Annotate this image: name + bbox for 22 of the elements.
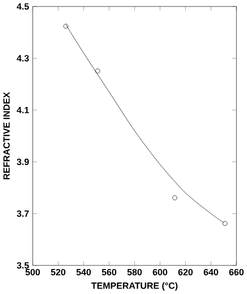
x-tick-label: 500 [25, 268, 40, 276]
point [95, 68, 100, 74]
y-tick-label: 3.5 [16, 262, 29, 269]
y-tick-label: 3.7 [16, 210, 29, 217]
x-tick-label: 560 [102, 268, 116, 276]
x-tick-label: 660 [229, 268, 244, 276]
line-series [65, 24, 224, 223]
x-tick-label: 540 [76, 268, 91, 276]
point [63, 24, 68, 29]
x-axis-title: TEMPERATURE (°C) [91, 282, 178, 291]
point [172, 195, 178, 200]
x-tick-label: 580 [127, 268, 142, 276]
y-tick-label: 4.5 [16, 3, 29, 10]
y-tick-label: 3.9 [16, 158, 29, 166]
x-tick-label: 600 [152, 268, 168, 276]
x-tick-label: 620 [178, 268, 193, 276]
x-tick-label: 640 [204, 268, 218, 276]
point [222, 221, 228, 226]
x-tick-label: 520 [50, 268, 66, 276]
y-axis-title: REFRACTIVE INDEX [3, 92, 10, 180]
y-tick-label: 4.1 [16, 106, 29, 114]
y-tick-label: 4.3 [16, 55, 29, 62]
